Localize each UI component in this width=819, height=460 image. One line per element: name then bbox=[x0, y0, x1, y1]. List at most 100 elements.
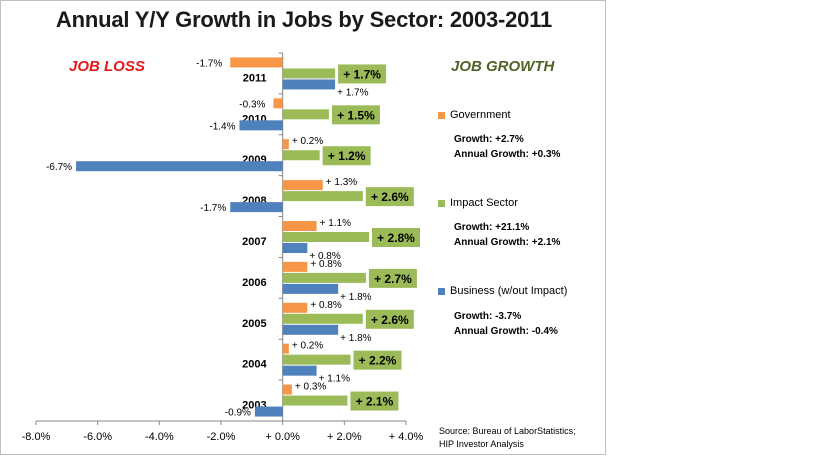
data-label-government: + 0.2% bbox=[292, 136, 324, 147]
category-label: 2007 bbox=[242, 236, 266, 248]
impact-total-growth: Growth: +21.1% bbox=[454, 222, 530, 233]
data-label-box-impact bbox=[365, 309, 414, 329]
bar-impact bbox=[282, 232, 369, 242]
bar-business bbox=[282, 243, 308, 253]
x-tick-label: -8.0% bbox=[22, 431, 51, 443]
bar-impact bbox=[282, 395, 348, 406]
chart-title: Annual Y/Y Growth in Jobs by Sector: 200… bbox=[55, 7, 553, 32]
data-label-impact: + 2.7% bbox=[374, 272, 412, 286]
bar-impact bbox=[282, 272, 366, 283]
data-label-impact: + 2.6% bbox=[371, 313, 409, 327]
legend-stats-government: Growth: +2.7% Annual Growth: +0.3% bbox=[454, 132, 560, 162]
bar-government bbox=[230, 57, 283, 68]
legend-label-impact-sector: Impact Sector bbox=[450, 197, 518, 209]
legend-item-business: Business (w/out Impact) bbox=[438, 285, 567, 297]
data-label-business: + 1.1% bbox=[319, 374, 351, 385]
data-label-government: + 1.3% bbox=[326, 177, 358, 188]
x-tick-label: -2.0% bbox=[207, 431, 236, 443]
legend-swatch-business bbox=[438, 287, 445, 295]
legend-item-impact-sector: Impact Sector bbox=[438, 197, 518, 209]
category-label: 2006 bbox=[242, 277, 266, 289]
data-label-government: + 1.1% bbox=[320, 218, 352, 229]
bar-government bbox=[282, 261, 308, 272]
data-label-business: -1.4% bbox=[209, 121, 235, 132]
data-label-business: -0.9% bbox=[225, 408, 251, 419]
bar-government bbox=[282, 139, 289, 150]
data-label-box-impact bbox=[353, 350, 402, 370]
data-label-impact: + 2.1% bbox=[356, 395, 394, 409]
category-label: 2011 bbox=[243, 72, 267, 84]
business-total-growth: Growth: -3.7% bbox=[454, 311, 522, 322]
data-label-impact: + 2.2% bbox=[359, 354, 397, 368]
bar-government bbox=[282, 221, 317, 231]
data-label-government: + 0.3% bbox=[295, 382, 327, 393]
bar-business bbox=[282, 79, 336, 90]
data-label-government: + 0.8% bbox=[310, 300, 342, 311]
bar-government bbox=[282, 302, 308, 313]
data-label-government: -1.7% bbox=[196, 58, 222, 69]
data-label-government: + 0.2% bbox=[292, 341, 324, 352]
data-label-impact: + 2.6% bbox=[371, 190, 409, 204]
legend-swatch-impact-sector bbox=[438, 199, 445, 207]
bar-impact bbox=[282, 109, 329, 120]
data-label-government: + 0.8% bbox=[310, 259, 342, 270]
legend-stats-impact-sector: Growth: +21.1% Annual Growth: +2.1% bbox=[454, 220, 560, 250]
legend-swatch-government bbox=[438, 111, 445, 119]
data-label-impact: + 1.5% bbox=[337, 108, 375, 122]
data-label-business: -1.7% bbox=[200, 203, 226, 214]
government-total-growth: Growth: +2.7% bbox=[454, 134, 524, 145]
x-tick-label: + 4.0% bbox=[389, 431, 424, 443]
bar-government bbox=[282, 384, 292, 395]
category-label: 2004 bbox=[242, 359, 267, 371]
x-tick-label: + 0.0% bbox=[265, 431, 300, 443]
data-label-business: + 1.8% bbox=[340, 292, 372, 303]
legend-label-government: Government bbox=[450, 109, 511, 121]
bar-business bbox=[254, 406, 283, 417]
data-label-box-impact bbox=[350, 391, 399, 411]
impact-annual-growth: Annual Growth: +2.1% bbox=[454, 237, 561, 248]
legend-stats-business: Growth: -3.7% Annual Growth: -0.4% bbox=[454, 309, 558, 339]
data-label-box-impact bbox=[322, 146, 371, 166]
bar-business bbox=[76, 161, 283, 172]
legend-item-government: Government bbox=[438, 109, 511, 121]
business-annual-growth: Annual Growth: -0.4% bbox=[454, 326, 558, 337]
data-label-box-impact bbox=[331, 105, 380, 125]
bar-government bbox=[282, 343, 289, 354]
data-label-government: -0.3% bbox=[239, 99, 265, 110]
source-line-2: HIP Investor Analysis bbox=[439, 439, 524, 449]
source-note: Source: Bureau of LaborStatistics; HIP I… bbox=[439, 425, 576, 451]
job-loss-annotation: JOB LOSS bbox=[69, 58, 145, 75]
bar-impact bbox=[282, 68, 336, 79]
bar-impact bbox=[282, 354, 351, 365]
bar-impact bbox=[282, 313, 363, 324]
bar-business bbox=[282, 324, 339, 335]
government-annual-growth: Annual Growth: +0.3% bbox=[454, 149, 561, 160]
data-label-business: -6.7% bbox=[46, 162, 72, 173]
x-tick-label: -6.0% bbox=[83, 431, 112, 443]
chart-plot: -8.0% -6.0% -4.0% -2.0% + 0.0% + 2.0% + 4.0% 20… bbox=[22, 52, 424, 443]
data-label-impact: + 1.7% bbox=[343, 67, 381, 81]
category-label: 2005 bbox=[242, 318, 266, 330]
bar-business bbox=[282, 283, 339, 294]
data-label-box-impact bbox=[338, 64, 387, 84]
source-line-1: Source: Bureau of LaborStatistics; bbox=[439, 426, 576, 436]
data-label-business: + 1.7% bbox=[337, 87, 369, 98]
x-tick-label: -4.0% bbox=[145, 431, 174, 443]
bar-government bbox=[273, 98, 283, 109]
data-label-business: + 1.8% bbox=[340, 333, 372, 344]
data-label-box-impact bbox=[365, 187, 414, 207]
bar-business bbox=[282, 365, 317, 376]
x-tick-label: + 2.0% bbox=[327, 431, 362, 443]
bar-business bbox=[230, 202, 283, 213]
data-label-business: + 0.8% bbox=[309, 251, 341, 262]
data-label-box-impact bbox=[372, 228, 420, 247]
bar-impact bbox=[282, 191, 363, 202]
data-label-impact: + 2.8% bbox=[377, 231, 415, 245]
data-label-impact: + 1.2% bbox=[328, 149, 366, 163]
bar-impact bbox=[282, 150, 320, 161]
bar-government bbox=[282, 180, 323, 191]
data-label-box-impact bbox=[368, 268, 417, 288]
bar-business bbox=[239, 120, 283, 131]
chart-frame: -8.0% -6.0% -4.0% -2.0% + 0.0% + 2.0% + 4.0% 20… bbox=[0, 0, 606, 455]
job-growth-annotation: JOB GROWTH bbox=[451, 58, 555, 75]
